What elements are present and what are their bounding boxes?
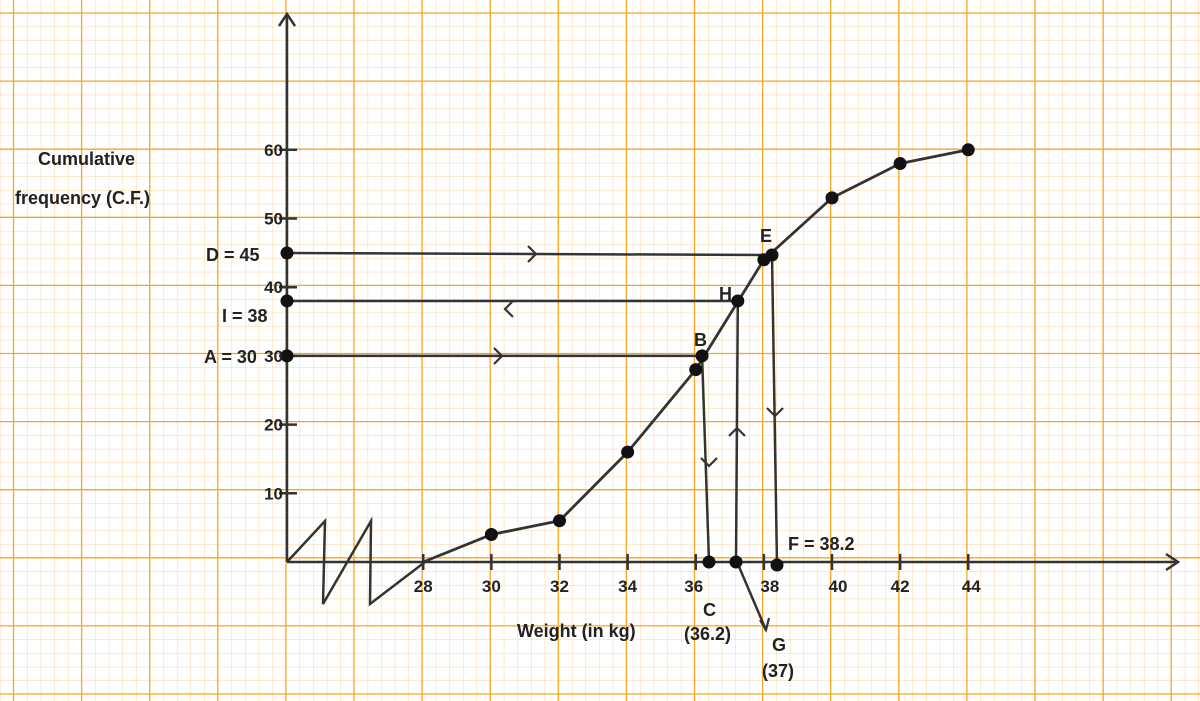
data-point	[689, 363, 703, 377]
x-axis-label: Weight (in kg)	[517, 621, 636, 641]
y-axis-label-line2: frequency (C.F.)	[15, 188, 150, 208]
arrow-up-H	[728, 426, 746, 437]
y-tick-label: 60	[264, 141, 283, 160]
x-tick-label: 32	[550, 577, 569, 596]
data-point	[484, 528, 498, 542]
x-tick-label: 40	[829, 577, 848, 596]
x-tick-label: 44	[962, 577, 981, 596]
annotation-D: D = 45	[206, 245, 260, 265]
x-tick-label: 38	[760, 577, 779, 596]
point-G-base	[729, 555, 743, 569]
guide-E-vertical	[770, 254, 779, 566]
data-point	[553, 514, 566, 528]
annotation-F: F = 38.2	[788, 534, 855, 554]
point-I	[280, 294, 294, 308]
pointer-G	[735, 561, 768, 631]
annotation-E: E	[760, 226, 772, 246]
annotation-A: A = 30	[204, 347, 257, 367]
annotation-C: C	[703, 600, 716, 620]
guide-lines	[286, 245, 784, 633]
y-tick-label: 30	[264, 347, 283, 366]
x-tick-label: 30	[482, 577, 501, 596]
y-tick-label: 50	[264, 210, 283, 229]
tick-labels: 28 30 32 34 36 38 40 42 44 10 20 30 40 50 60	[264, 141, 981, 596]
guide-D-horizontal	[286, 251, 773, 257]
annotation-B: B	[694, 330, 707, 350]
point-B	[695, 349, 709, 363]
data-point	[961, 143, 975, 157]
x-tick-label: 34	[618, 577, 637, 596]
y-tick-label: 10	[264, 484, 283, 503]
guide-H-vertical	[734, 300, 740, 563]
point-H	[731, 294, 745, 308]
guide-B-vertical	[700, 355, 711, 563]
arrow-left-I	[503, 300, 514, 318]
point-D	[280, 246, 294, 260]
data-point	[825, 191, 839, 205]
data-point	[893, 157, 907, 171]
y-tick-label: 20	[264, 416, 283, 435]
point-C	[702, 555, 716, 569]
arrow-right-D	[527, 245, 538, 263]
point-A	[280, 349, 294, 363]
annotation-G: G	[772, 635, 786, 655]
data-points	[280, 143, 975, 572]
arrow-down-E	[766, 407, 784, 418]
annotation-G-value: (37)	[762, 661, 794, 681]
x-axis-arrowhead	[1165, 552, 1181, 572]
x-tick-label: 28	[414, 577, 433, 596]
annotation-H: H	[719, 284, 732, 304]
arrow-down-B	[700, 457, 718, 468]
y-axis-label-line1: Cumulative	[38, 149, 135, 169]
y-axis-arrowhead	[277, 11, 297, 27]
point-F	[770, 558, 784, 572]
annotation-C-value: (36.2)	[684, 624, 731, 644]
point-E	[765, 248, 779, 262]
arrow-G	[759, 617, 771, 633]
arrow-right-A	[493, 347, 504, 365]
data-point	[621, 445, 635, 459]
axis-break-zigzag	[286, 516, 426, 607]
y-tick-label: 40	[264, 278, 283, 297]
annotation-I: I = 38	[222, 306, 268, 326]
x-tick-label: 42	[891, 577, 910, 596]
x-tick-label: 36	[684, 577, 703, 596]
